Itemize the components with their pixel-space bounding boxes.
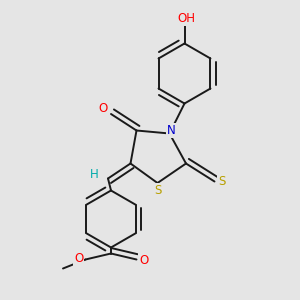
Text: O: O: [99, 102, 108, 115]
Text: O: O: [140, 254, 148, 267]
Text: S: S: [218, 175, 226, 188]
Text: OH: OH: [177, 12, 195, 26]
Text: S: S: [154, 184, 162, 197]
Text: O: O: [74, 252, 83, 265]
Text: H: H: [90, 167, 99, 181]
Text: N: N: [167, 124, 176, 137]
